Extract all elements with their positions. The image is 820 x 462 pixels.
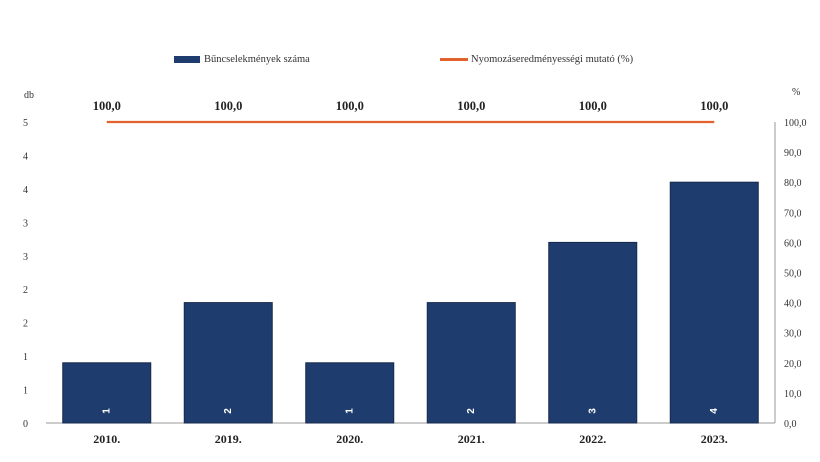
- left-tick-label: 2: [23, 285, 28, 296]
- legend-item-bars: Bűncselekmények száma: [174, 54, 310, 65]
- right-tick-label: 80,0: [784, 178, 802, 189]
- x-tick-label: 2021.: [458, 432, 485, 446]
- x-tick-label: 2019.: [215, 432, 242, 446]
- left-axis-unit: db: [24, 90, 34, 101]
- x-tick-label: 2022.: [579, 432, 606, 446]
- bar-value-label: 1: [344, 408, 355, 414]
- right-tick-label: 90,0: [784, 148, 802, 159]
- right-tick-label: 10,0: [784, 389, 802, 400]
- bar-value-label: 2: [466, 408, 477, 414]
- line-value-label: 100,0: [457, 99, 485, 113]
- right-tick-label: 100,0: [784, 118, 807, 129]
- right-tick-label: 70,0: [784, 208, 802, 219]
- left-tick-label: 1: [23, 352, 28, 363]
- right-tick-label: 50,0: [784, 269, 802, 280]
- bar: [183, 302, 273, 424]
- legend-item-line: Nyomozáseredményességi mutató (%): [440, 54, 633, 65]
- bar: [305, 362, 395, 424]
- right-tick-label: 30,0: [784, 329, 802, 340]
- bar-value-label: 1: [101, 408, 112, 414]
- left-tick-label: 0: [23, 419, 28, 430]
- left-tick-label: 4: [23, 151, 28, 162]
- right-tick-label: 60,0: [784, 238, 802, 249]
- bar-value-label: 4: [709, 408, 720, 414]
- bar: [548, 241, 638, 424]
- line-value-label: 100,0: [93, 99, 121, 113]
- bar-value-label: 3: [587, 408, 598, 414]
- left-tick-label: 3: [23, 252, 28, 263]
- left-tick-label: 2: [23, 319, 28, 330]
- line-value-label: 100,0: [214, 99, 242, 113]
- bar: [426, 302, 516, 424]
- bar: [669, 181, 759, 424]
- right-tick-label: 40,0: [784, 299, 802, 310]
- x-tick-label: 2010.: [93, 432, 120, 446]
- line-value-label: 100,0: [579, 99, 607, 113]
- line-value-label: 100,0: [336, 99, 364, 113]
- right-tick-label: 20,0: [784, 359, 802, 370]
- legend-swatch-bars: [174, 56, 200, 63]
- right-axis-unit: %: [792, 87, 800, 98]
- legend-label-bars: Bűncselekmények száma: [204, 54, 310, 65]
- x-tick-label: 2020.: [336, 432, 363, 446]
- left-tick-label: 4: [23, 185, 28, 196]
- bar-value-label: 2: [223, 408, 234, 414]
- bar: [62, 362, 152, 424]
- left-tick-label: 1: [23, 386, 28, 397]
- legend-swatch-line: [440, 58, 468, 61]
- left-tick-label: 3: [23, 218, 28, 229]
- chart-legend: Bűncselekmények száma Nyomozáseredményes…: [0, 54, 820, 70]
- left-tick-label: 5: [23, 118, 28, 129]
- x-tick-label: 2023.: [701, 432, 728, 446]
- line-value-label: 100,0: [700, 99, 728, 113]
- legend-label-line: Nyomozáseredményességi mutató (%): [471, 54, 634, 65]
- right-tick-label: 0,0: [784, 419, 797, 430]
